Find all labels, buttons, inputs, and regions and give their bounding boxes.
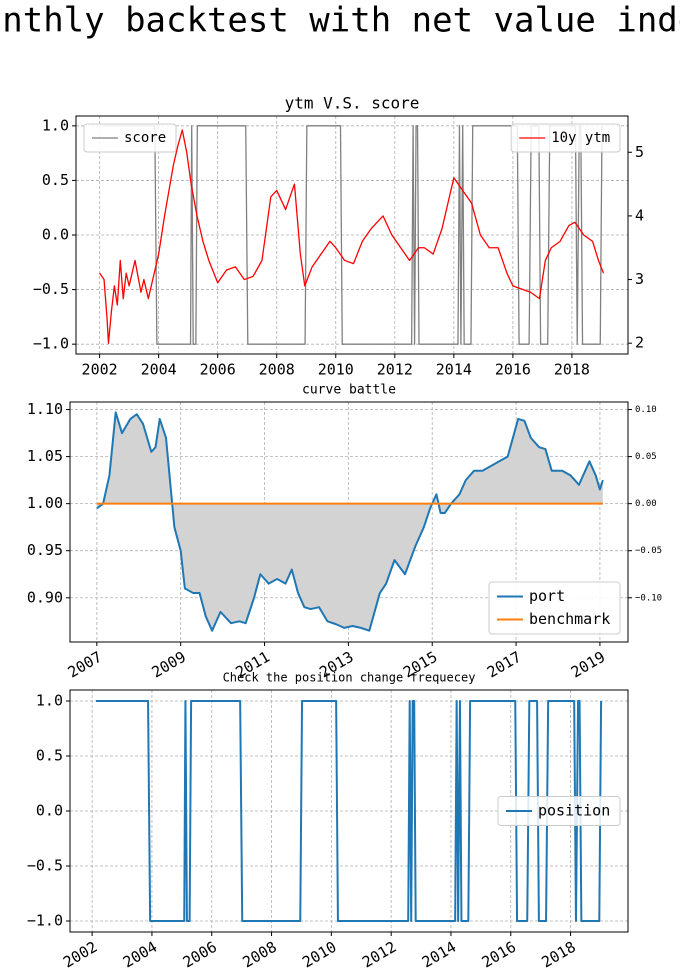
y-tick-label: 1.05 bbox=[27, 447, 63, 465]
y-tick-label: −0.5 bbox=[33, 280, 69, 298]
y2-tick-label: −0.05 bbox=[635, 546, 662, 556]
y2-tick-label: 3 bbox=[635, 270, 644, 288]
legend-label: position bbox=[538, 802, 610, 820]
y-tick-label: 0.5 bbox=[36, 747, 63, 765]
x-tick-label: 2008 bbox=[240, 938, 280, 972]
x-tick-label: 2009 bbox=[149, 648, 189, 682]
y-tick-label: 0.95 bbox=[27, 541, 63, 559]
y2-tick-label: −0.10 bbox=[635, 593, 662, 603]
y2-tick-label: 0.05 bbox=[635, 452, 657, 462]
legend-frame bbox=[497, 796, 621, 826]
y2-tick-label: 0.10 bbox=[635, 405, 657, 415]
series-line bbox=[99, 129, 605, 344]
y2-tick-label: 0.00 bbox=[635, 499, 657, 509]
legend-frame bbox=[488, 581, 621, 635]
x-tick-label: 2008 bbox=[259, 361, 295, 379]
legend-label: benchmark bbox=[529, 610, 610, 628]
x-tick-label: 2019 bbox=[568, 648, 608, 682]
x-tick-label: 2004 bbox=[120, 938, 160, 972]
y-tick-label: −0.5 bbox=[27, 857, 63, 875]
y-tick-label: 0.0 bbox=[36, 802, 63, 820]
x-tick-label: 2014 bbox=[436, 361, 472, 379]
x-tick-label: 2018 bbox=[539, 938, 579, 972]
y-tick-label: 0.0 bbox=[42, 226, 69, 244]
y-tick-label: −1.0 bbox=[27, 912, 63, 930]
x-tick-label: 2007 bbox=[65, 648, 105, 682]
y-tick-label: 1.0 bbox=[36, 692, 63, 710]
legend-label: port bbox=[529, 587, 565, 605]
x-tick-label: 2010 bbox=[299, 938, 339, 972]
x-tick-label: 2002 bbox=[60, 938, 100, 972]
legend-frame bbox=[510, 123, 621, 153]
series-line bbox=[96, 411, 604, 632]
x-tick-label: 2010 bbox=[318, 361, 354, 379]
plot-frame bbox=[75, 115, 629, 355]
chart-title: Check the position change frequecey bbox=[223, 671, 476, 685]
y2-tick-label: 4 bbox=[635, 206, 644, 224]
x-tick-label: 2006 bbox=[180, 938, 220, 972]
series-line bbox=[96, 700, 603, 922]
x-tick-label: 2017 bbox=[484, 648, 524, 682]
x-tick-label: 2006 bbox=[200, 361, 236, 379]
x-tick-label: 2002 bbox=[82, 361, 118, 379]
chart-title: curve battle bbox=[302, 383, 396, 398]
legend-frame bbox=[83, 123, 177, 153]
x-tick-label: 2012 bbox=[359, 938, 399, 972]
chart-title: ytm V.S. score bbox=[285, 94, 420, 113]
x-tick-label: 2012 bbox=[377, 361, 413, 379]
x-tick-label: 2004 bbox=[141, 361, 177, 379]
y-tick-label: 1.00 bbox=[27, 494, 63, 512]
y-tick-label: 0.90 bbox=[27, 588, 63, 606]
x-tick-label: 2016 bbox=[479, 938, 519, 972]
x-tick-label: 2018 bbox=[554, 361, 590, 379]
x-tick-label: 2014 bbox=[419, 938, 459, 972]
x-tick-label: 2016 bbox=[495, 361, 531, 379]
y2-tick-label: 2 bbox=[635, 334, 644, 352]
fill-between bbox=[96, 412, 603, 631]
y2-tick-label: 5 bbox=[635, 143, 644, 161]
legend-label: score bbox=[124, 130, 166, 146]
y-tick-label: 1.0 bbox=[42, 116, 69, 134]
y-tick-label: 1.10 bbox=[27, 400, 63, 418]
legend-label: 10y ytm bbox=[551, 130, 610, 146]
figure-title: Monthly backtest with net value index bbox=[0, 1, 680, 41]
y-tick-label: 0.5 bbox=[42, 171, 69, 189]
plot-frame bbox=[69, 401, 629, 643]
plot-frame bbox=[69, 689, 629, 933]
y-tick-label: −1.0 bbox=[33, 335, 69, 353]
